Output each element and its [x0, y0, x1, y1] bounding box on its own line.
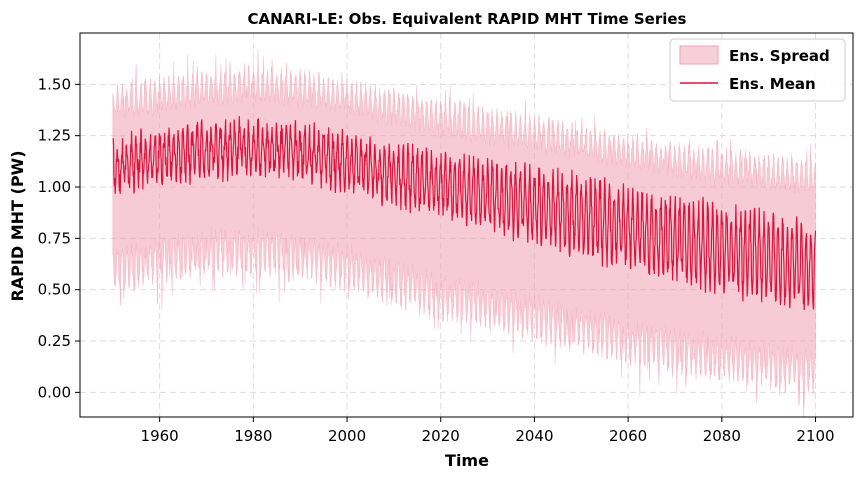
y-tick-label: 1.50 [38, 75, 71, 93]
y-tick-label: 1.00 [38, 178, 71, 196]
x-axis-title: Time [445, 451, 489, 470]
y-tick-label: 0.25 [38, 332, 71, 350]
series-ens-spread-band [112, 49, 816, 417]
x-tick-label: 1960 [141, 427, 179, 445]
chart-title: CANARI-LE: Obs. Equivalent RAPID MHT Tim… [248, 10, 687, 28]
y-tick-label: 0.75 [38, 229, 71, 247]
y-tick-label: 0.00 [38, 383, 71, 401]
y-axis: 0.00 0.25 0.50 0.75 1.00 1.25 1.50 [38, 75, 80, 401]
x-tick-label: 2060 [609, 427, 647, 445]
series-ens-mean-line [112, 116, 817, 310]
x-axis: 1960 1980 2000 2020 2040 2060 2080 2100 [141, 417, 835, 445]
plot-frame [79, 32, 854, 418]
x-tick-label: 1980 [234, 427, 272, 445]
y-axis-title: RAPID MHT (PW) [8, 150, 27, 301]
x-tick-label: 2040 [515, 427, 553, 445]
x-tick-label: 2100 [796, 427, 834, 445]
y-tick-label: 1.25 [38, 127, 71, 145]
x-tick-label: 2000 [328, 427, 366, 445]
legend-spread-swatch [679, 45, 719, 65]
x-tick-label: 2080 [703, 427, 741, 445]
legend: Ens. Spread Ens. Mean [669, 38, 846, 102]
y-tick-label: 0.50 [38, 281, 71, 299]
legend-mean-label: Ens. Mean [729, 75, 816, 93]
plot-data [112, 49, 817, 417]
legend-spread-label: Ens. Spread [729, 47, 830, 65]
x-tick-label: 2020 [422, 427, 460, 445]
